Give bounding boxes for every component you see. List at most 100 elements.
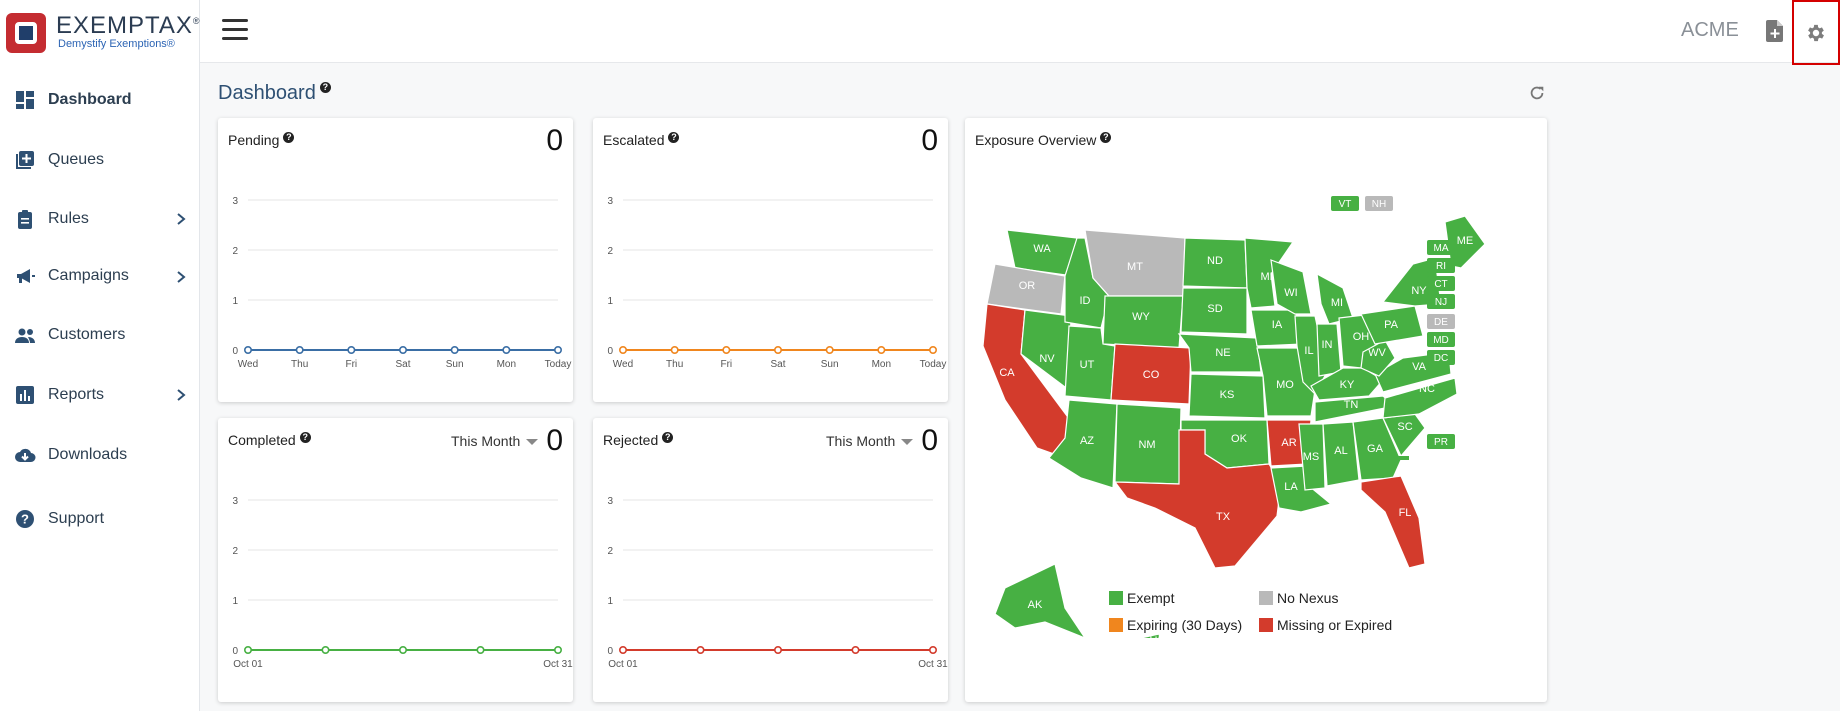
state-or[interactable]	[986, 263, 1066, 315]
state-label: ME	[1457, 235, 1474, 247]
data-point[interactable]	[618, 346, 627, 355]
data-point[interactable]	[553, 346, 562, 355]
state-pa[interactable]	[1360, 305, 1424, 345]
data-point[interactable]	[321, 646, 330, 655]
state-callout-nh[interactable]	[1365, 196, 1393, 211]
settings-button[interactable]	[1792, 0, 1840, 65]
data-point[interactable]	[928, 346, 937, 355]
state-sd[interactable]	[1180, 287, 1248, 335]
state-label: WY	[1132, 311, 1150, 323]
state-callout-ri[interactable]	[1427, 258, 1455, 273]
state-label: KS	[1220, 389, 1235, 401]
state-callout-dc[interactable]	[1427, 350, 1455, 365]
state-callout-pr[interactable]	[1427, 434, 1455, 449]
data-point[interactable]	[696, 646, 705, 655]
state-callout-md[interactable]	[1427, 332, 1455, 347]
rejected-period-select[interactable]: This Month	[826, 433, 914, 449]
data-point[interactable]	[553, 646, 562, 655]
data-point[interactable]	[476, 646, 485, 655]
clipboard-icon	[18, 210, 32, 229]
state-callout-vt[interactable]	[1331, 196, 1359, 211]
megaphone-icon	[17, 269, 35, 283]
state-label: IN	[1322, 339, 1333, 351]
people-icon	[15, 328, 35, 343]
data-point[interactable]	[295, 346, 304, 355]
state-nc[interactable]	[1382, 377, 1458, 419]
x-tick-label: Oct 31	[918, 659, 948, 670]
state-label: SC	[1397, 421, 1412, 433]
state-fl[interactable]	[1360, 475, 1426, 569]
state-mn[interactable]	[1244, 237, 1295, 309]
escalated-card: Escalated? 0 0 1 2 3 Wed Thu Fri Sat Sun Mon Today	[593, 118, 948, 402]
data-point[interactable]	[928, 646, 937, 655]
refresh-icon[interactable]	[1528, 84, 1546, 102]
data-point[interactable]	[722, 346, 731, 355]
sidebar-item-rules[interactable]: Rules	[0, 190, 200, 248]
data-point[interactable]	[399, 346, 408, 355]
exposure-card: Exposure Overview? WA OR CA NV ID MT WY UT AZ CO N…	[965, 118, 1547, 702]
state-al[interactable]	[1322, 421, 1360, 487]
data-point[interactable]	[774, 346, 783, 355]
x-tick-label: Sun	[821, 359, 839, 370]
help-icon[interactable]: ?	[319, 82, 331, 93]
x-tick-label: Mon	[872, 359, 891, 370]
state-callout-ma[interactable]	[1427, 240, 1455, 255]
sidebar-item-downloads[interactable]: Downloads	[0, 424, 200, 486]
state-label: NC	[1419, 383, 1435, 395]
y-tick-label: 3	[232, 196, 238, 207]
help-icon: ?	[1100, 132, 1112, 143]
state-callout-de[interactable]	[1427, 314, 1455, 329]
y-tick-label: 0	[607, 346, 613, 357]
data-point[interactable]	[851, 646, 860, 655]
state-label: VT	[1339, 199, 1352, 210]
data-point[interactable]	[618, 646, 627, 655]
state-ga[interactable]	[1352, 417, 1402, 481]
state-ms[interactable]	[1298, 423, 1326, 491]
state-tx[interactable]	[1113, 429, 1282, 569]
x-tick-label: Today	[545, 359, 572, 370]
state-label: PR	[1434, 437, 1448, 448]
completed-count: 0	[546, 424, 563, 457]
state-ks[interactable]	[1188, 373, 1266, 419]
add-document-icon[interactable]	[1766, 20, 1784, 42]
data-point[interactable]	[670, 346, 679, 355]
state-label: TX	[1216, 511, 1231, 523]
completed-period-select[interactable]: This Month	[451, 433, 539, 449]
state-label: NM	[1138, 439, 1155, 451]
sidebar-item-customers[interactable]: Customers	[0, 304, 200, 366]
data-point[interactable]	[399, 646, 408, 655]
y-tick-label: 1	[232, 596, 238, 607]
x-tick-label: Oct 01	[233, 659, 263, 670]
state-ne[interactable]	[1177, 333, 1262, 373]
sidebar-item-queues[interactable]: Queues	[0, 130, 200, 190]
sidebar-item-support[interactable]: ? Support	[0, 486, 200, 552]
state-label: HI	[1150, 635, 1161, 638]
company-name[interactable]: ACME	[1681, 19, 1739, 41]
sidebar-item-label: Queues	[48, 151, 105, 168]
data-point[interactable]	[877, 346, 886, 355]
data-point[interactable]	[243, 646, 252, 655]
state-label: OR	[1019, 280, 1036, 292]
state-callout-nj[interactable]	[1427, 294, 1455, 309]
state-label: MI	[1331, 297, 1343, 309]
state-ak[interactable]	[994, 563, 1086, 638]
sidebar-item-dashboard[interactable]: Dashboard	[0, 70, 200, 130]
sidebar-item-reports[interactable]: Reports	[0, 366, 200, 424]
caret-down-icon	[526, 439, 539, 446]
x-tick-label: Fri	[345, 359, 357, 370]
menu-toggle-icon[interactable]	[222, 19, 248, 41]
state-pr[interactable]	[1397, 456, 1409, 460]
y-tick-label: 2	[232, 246, 238, 257]
data-point[interactable]	[825, 346, 834, 355]
data-point[interactable]	[450, 346, 459, 355]
data-point[interactable]	[243, 346, 252, 355]
exemptax-logo[interactable]: EXEMPTAX® Demystify Exemptions®	[6, 10, 200, 58]
data-point[interactable]	[502, 346, 511, 355]
data-point[interactable]	[774, 646, 783, 655]
sidebar-item-campaigns[interactable]: Campaigns	[0, 248, 200, 304]
x-tick-label: Sun	[446, 359, 464, 370]
state-callout-ct[interactable]	[1427, 276, 1455, 291]
state-hi[interactable]	[1140, 633, 1163, 638]
state-wi[interactable]	[1270, 259, 1312, 315]
data-point[interactable]	[347, 346, 356, 355]
